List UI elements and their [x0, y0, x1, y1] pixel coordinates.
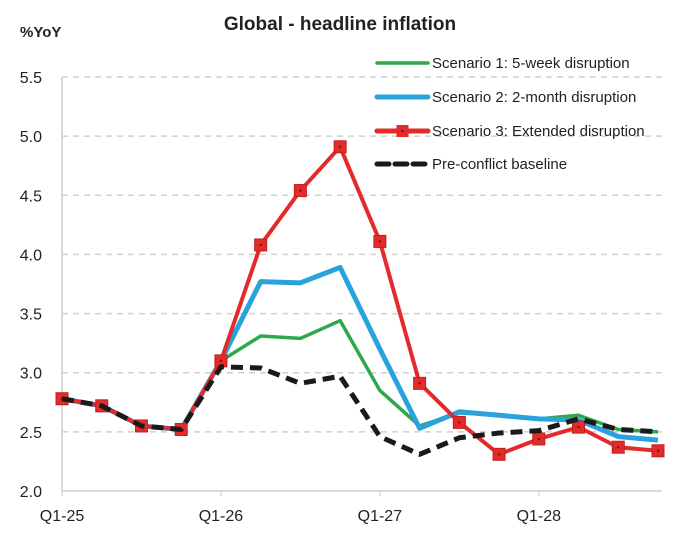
legend-marker-dot [401, 129, 404, 133]
series-3-marker-dot [338, 145, 342, 148]
y-tick-label: 2.5 [20, 425, 42, 442]
legend: Scenario 1: 5-week disruption Scenario 2:… [374, 55, 645, 173]
series-1-group [61, 318, 659, 434]
x-tick-label: Q1-26 [199, 508, 244, 525]
legend-item-1: Scenario 1: 5-week disruption [375, 55, 630, 72]
series-4-group [61, 364, 659, 457]
legend-label: Pre-conflict baseline [432, 156, 567, 173]
x-tick-label: Q1-25 [40, 508, 85, 525]
y-tick-label: 4.5 [20, 188, 42, 205]
axes [61, 77, 662, 496]
chart-title: Global - headline inflation [224, 14, 456, 35]
legend-label: Scenario 3: Extended disruption [432, 123, 645, 140]
legend-label: Scenario 2: 2-month disruption [432, 89, 636, 106]
series-3-marker-dot [219, 359, 223, 363]
series-3-marker-dot [458, 421, 461, 424]
y-tick-labels: 2.0 2.5 3.0 3.5 4.0 4.5 5.0 5.5 [20, 70, 42, 501]
series-3-line [61, 144, 659, 457]
series-3-marker-dot [378, 240, 382, 243]
y-axis-label: %YoY [20, 24, 61, 41]
x-tick-label: Q1-28 [517, 508, 562, 525]
series-3-marker-dot [299, 189, 302, 192]
legend-item-2: Scenario 2: 2-month disruption [374, 89, 636, 106]
series-3-marker-dot [577, 425, 580, 429]
legend-label: Scenario 1: 5-week disruption [432, 55, 630, 72]
series-3-marker-dot [656, 449, 660, 452]
y-tick-label: 5.0 [20, 129, 42, 146]
series-3-marker-dot [418, 382, 421, 385]
series-1-line [61, 318, 659, 434]
x-tick-label: Q1-27 [358, 508, 403, 525]
x-tick-labels: Q1-25 Q1-26 Q1-27 Q1-28 [40, 508, 561, 525]
series-3-marker-dot [537, 437, 540, 441]
series-3-marker-dot [617, 446, 620, 449]
series-3-group [55, 140, 665, 461]
y-tick-label: 2.0 [20, 484, 42, 501]
legend-item-3: Scenario 3: Extended disruption [374, 123, 645, 140]
y-tick-label: 3.0 [20, 366, 42, 383]
y-tick-label: 5.5 [20, 70, 42, 87]
series-4-line [61, 364, 659, 457]
series-3-marker-dot [497, 453, 501, 456]
y-tick-label: 4.0 [20, 247, 42, 264]
series-3-marker-dot [259, 243, 262, 247]
series-group [55, 140, 665, 461]
y-tick-label: 3.5 [20, 307, 42, 324]
legend-item-4: Pre-conflict baseline [374, 156, 567, 173]
